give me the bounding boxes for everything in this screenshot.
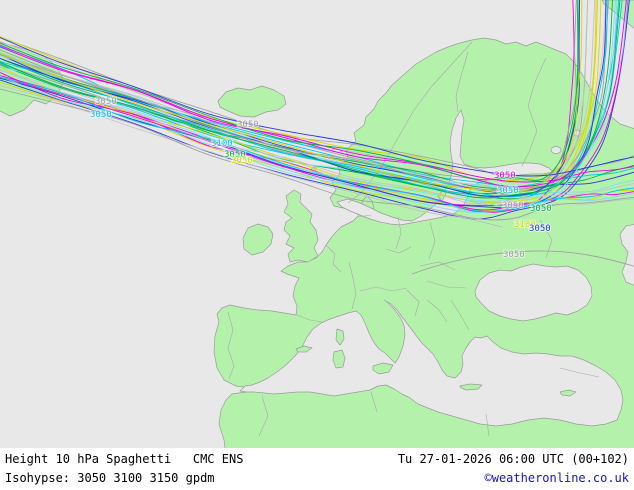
credit-link[interactable]: ©weatheronline.co.uk [484, 471, 630, 485]
map-area: 3050 3050 3050 3100 3050 3050 3050 3050 3050 3050… [0, 0, 634, 448]
land-great-britain [283, 189, 319, 263]
land-cyprus [559, 389, 577, 397]
ensemble-contour-line [0, 0, 581, 198]
ensemble-contour-line [0, 76, 634, 212]
caption-row-legend: Isohypse: 3050 3100 3150 gpdm ©weatheron… [5, 470, 629, 486]
ensemble-contour-line [0, 0, 608, 197]
isoline-legend: Isohypse: 3050 3100 3150 gpdm [5, 471, 215, 485]
ensemble-contour-line [0, 0, 577, 192]
sea-caspian [619, 224, 634, 286]
ensemble-contour-line [0, 75, 634, 214]
land-balearics [295, 345, 313, 353]
land-corsica [335, 328, 345, 346]
contour-label: 3050 [494, 171, 516, 181]
sea-mediterranean [239, 299, 624, 427]
contour-label: 3050 [237, 120, 259, 130]
lake-ladoga [550, 146, 562, 154]
ensemble-contour-line [0, 69, 634, 205]
ensemble-contour-line [0, 0, 629, 211]
ensemble-contour-line [0, 0, 583, 194]
contour-label: 3050 [529, 224, 551, 234]
ensemble-contour-line [0, 0, 623, 198]
valid-time: Tu 27-01-2026 06:00 UTC (00+102) [397, 452, 629, 466]
contour-label: 3050 [231, 156, 253, 166]
caption-bar: Height 10 hPa Spaghetti CMC ENS Tu 27-01… [0, 448, 634, 490]
contour-label: 3050 [530, 204, 552, 214]
ensemble-contour-line [0, 52, 634, 189]
contour-label: 3050 [503, 250, 525, 260]
interior-seas [239, 109, 634, 427]
sea-black-sea [474, 263, 593, 322]
ensemble-contour-line [0, 85, 634, 221]
ensemble-contour-line [0, 77, 634, 211]
ensemble-contour-line [0, 0, 618, 208]
country-borders [227, 41, 600, 437]
land-crete [459, 383, 483, 391]
land-sicily [372, 362, 394, 375]
contour-label: 3050 [224, 150, 246, 160]
contour-label: 3100 [211, 139, 233, 149]
ensemble-contour-line [0, 54, 634, 194]
contour-label: 3050 [95, 97, 117, 107]
stray-contour-3050 [411, 250, 634, 275]
land-iceland [217, 85, 287, 118]
contour-label: 3050 [502, 201, 524, 211]
ensemble-contour-line [0, 0, 607, 209]
ensemble-contour-line [0, 0, 613, 195]
ensemble-contour-line [0, 0, 579, 181]
spaghetti-contours [0, 0, 634, 275]
ensemble-contour-line [0, 88, 634, 221]
land-ireland [242, 223, 274, 256]
islands [295, 189, 577, 397]
ensemble-contour-line [0, 37, 634, 177]
caption-row-title: Height 10 hPa Spaghetti CMC ENS Tu 27-01… [5, 451, 629, 467]
contour-label: 3100 [514, 220, 536, 230]
map-title: Height 10 hPa Spaghetti CMC ENS [5, 452, 244, 466]
contour-label: 3050 [497, 186, 519, 196]
ensemble-contour-line [0, 0, 589, 190]
land-sardinia [332, 349, 346, 369]
contour-label: 3050 [90, 110, 112, 120]
